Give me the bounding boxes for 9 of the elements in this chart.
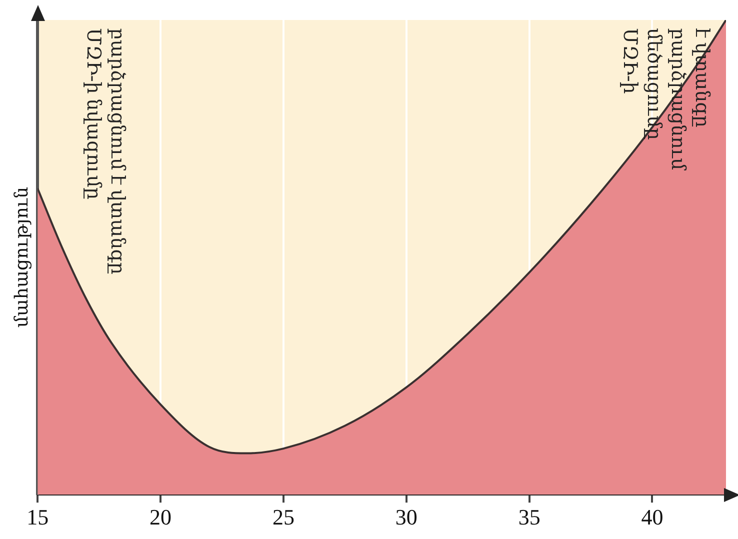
- x-tick-label: 30: [395, 504, 418, 530]
- annotation: ՄԶԻ-ի մեծացումը բարձրացնում է վտանգը: [619, 28, 712, 172]
- annotation: ՄԶԻ-ի նվազումը բարձրացնում է վտանգը: [82, 28, 128, 274]
- y-axis-title: մահացություն: [12, 186, 32, 328]
- x-tick-label: 20: [150, 504, 172, 530]
- x-tick-label: 15: [26, 504, 49, 530]
- x-tick-label: 25: [272, 504, 294, 530]
- x-tick-label: 40: [641, 504, 664, 530]
- x-tick-label: 35: [518, 504, 540, 530]
